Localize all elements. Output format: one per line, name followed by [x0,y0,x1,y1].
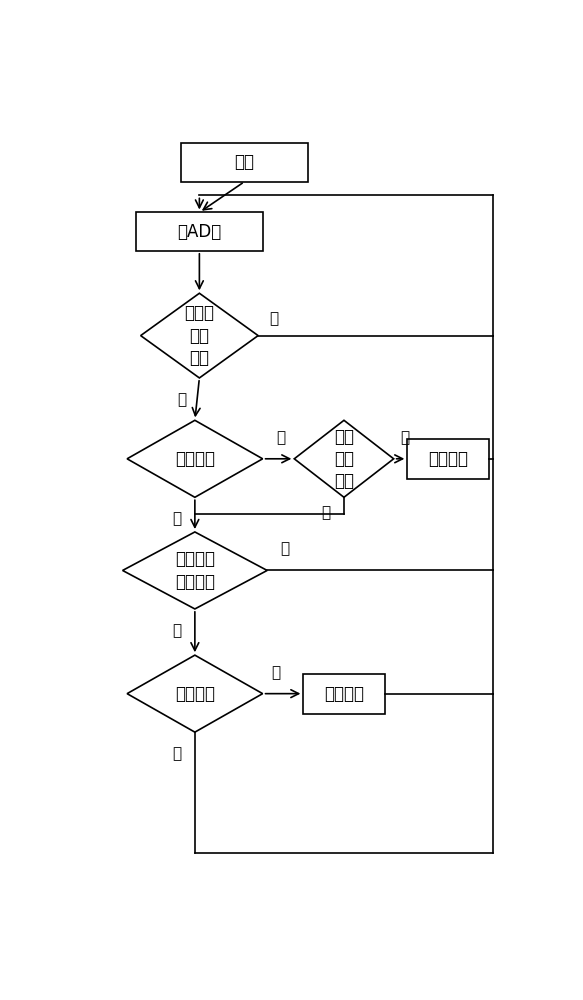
Bar [181,143,308,182]
Text: 否: 否 [172,511,181,526]
Polygon shape [122,532,267,609]
Bar [407,439,489,479]
Text: 是: 是 [276,430,285,445]
Text: 否: 否 [321,505,331,520]
Text: 是: 是 [280,542,290,557]
Text: 读AD值: 读AD值 [177,223,222,241]
Text: 是: 是 [401,430,409,445]
Text: 否: 否 [172,746,181,761]
Text: 停止加热: 停止加热 [324,685,364,703]
Text: 低于下限: 低于下限 [175,450,215,468]
Text: 是: 是 [272,665,281,680]
Text: 开始: 开始 [234,153,255,171]
Text: 高于下限
低于上限: 高于下限 低于上限 [175,550,215,591]
Text: 高于上限: 高于上限 [175,685,215,703]
Bar [136,212,263,251]
Text: 是: 是 [177,392,186,407]
Polygon shape [127,420,263,497]
Text: 否: 否 [172,623,181,638]
Polygon shape [294,420,394,497]
Polygon shape [127,655,263,732]
Text: 否: 否 [269,311,279,326]
Text: 启动加热: 启动加热 [428,450,468,468]
Polygon shape [141,293,258,378]
Bar [303,674,385,714]
Text: 温度值
是否
有效: 温度值 是否 有效 [184,304,215,367]
Text: 使能
是否
打开: 使能 是否 打开 [334,428,354,490]
